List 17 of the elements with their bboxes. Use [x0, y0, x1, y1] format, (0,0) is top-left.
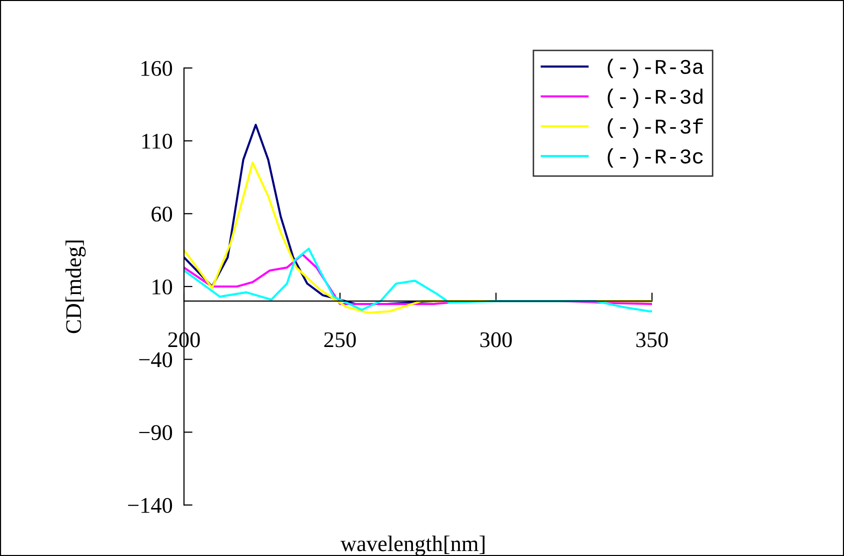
legend-label: (-)-R-3c	[608, 148, 703, 168]
x-axis-title: wavelength[nm]	[340, 536, 484, 556]
line-series	[184, 248, 652, 312]
y-tick-label: 110	[142, 134, 172, 149]
y-tick-label: 10	[152, 279, 172, 294]
legend-label: (-)-R-3d	[608, 88, 702, 108]
legend-label: (-)-R-3a	[608, 58, 704, 78]
x-tick-label: 350	[636, 332, 668, 348]
y-tick-label: −90	[139, 425, 172, 440]
y-tick-label: −140	[128, 498, 172, 513]
x-tick-label: 300	[480, 332, 512, 348]
y-tick-label: 160	[142, 60, 172, 76]
y-axis-title: CD[mdeg]	[65, 240, 86, 334]
x-tick-label: 250	[324, 332, 356, 348]
y-tick-label: 60	[152, 206, 172, 222]
legend-label: (-)-R-3f	[608, 118, 703, 138]
y-tick-label: −40	[139, 352, 172, 368]
